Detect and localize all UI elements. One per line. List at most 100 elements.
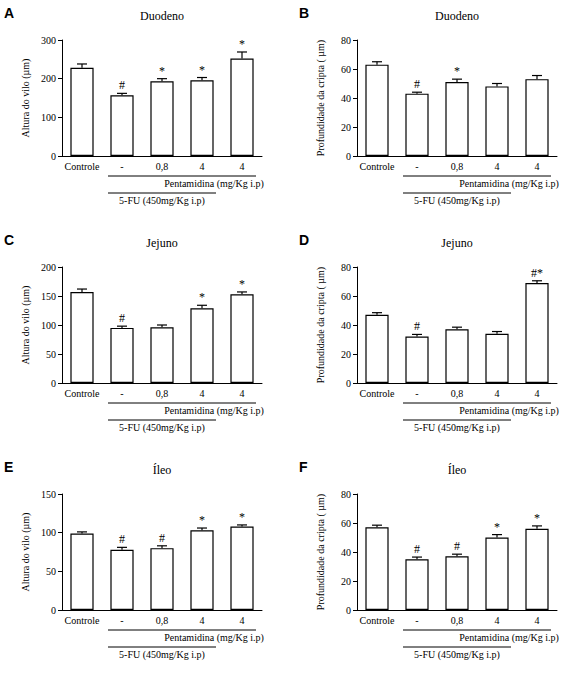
svg-text:4: 4 xyxy=(240,615,245,626)
svg-text:5-FU (450mg/Kg i.p): 5-FU (450mg/Kg i.p) xyxy=(414,649,500,661)
svg-text:4: 4 xyxy=(495,388,500,399)
svg-text:*: * xyxy=(239,510,245,524)
svg-text:4: 4 xyxy=(495,615,500,626)
svg-text:E: E xyxy=(4,459,13,475)
svg-text:80: 80 xyxy=(341,489,351,500)
svg-text:Controle: Controle xyxy=(65,388,101,399)
svg-text:*: * xyxy=(494,520,500,534)
svg-text:Duodeno: Duodeno xyxy=(435,9,479,23)
svg-text:80: 80 xyxy=(341,35,351,46)
svg-text:0,8: 0,8 xyxy=(451,161,464,172)
svg-text:40: 40 xyxy=(341,93,351,104)
svg-text:Altura do vilo (µm): Altura do vilo (µm) xyxy=(20,59,32,138)
svg-text:Pentamidina (mg/Kg i.p): Pentamidina (mg/Kg i.p) xyxy=(459,405,559,417)
svg-text:#: # xyxy=(119,78,125,92)
svg-text:#: # xyxy=(454,539,460,553)
svg-text:4: 4 xyxy=(240,388,245,399)
svg-text:#*: #* xyxy=(531,266,543,280)
svg-text:#: # xyxy=(119,311,125,325)
svg-text:20: 20 xyxy=(341,349,351,360)
svg-text:Profundidade da cripta ( µm): Profundidade da cripta ( µm) xyxy=(315,40,327,156)
svg-text:D: D xyxy=(299,232,309,248)
svg-text:40: 40 xyxy=(341,320,351,331)
svg-text:150: 150 xyxy=(41,489,56,500)
svg-text:Altura do vilo (µm): Altura do vilo (µm) xyxy=(20,513,32,592)
svg-text:4: 4 xyxy=(535,388,540,399)
svg-text:5-FU (450mg/Kg i.p): 5-FU (450mg/Kg i.p) xyxy=(414,195,500,207)
svg-text:*: * xyxy=(199,63,205,77)
svg-text:*: * xyxy=(199,513,205,527)
svg-text:*: * xyxy=(534,511,540,525)
svg-text:60: 60 xyxy=(341,518,351,529)
svg-text:0: 0 xyxy=(51,605,56,616)
svg-text:#: # xyxy=(414,77,420,91)
svg-text:Pentamidina (mg/Kg i.p): Pentamidina (mg/Kg i.p) xyxy=(164,632,264,644)
svg-text:200: 200 xyxy=(41,73,56,84)
svg-text:*: * xyxy=(239,37,245,51)
svg-text:4: 4 xyxy=(200,615,205,626)
svg-text:*: * xyxy=(239,277,245,291)
svg-text:80: 80 xyxy=(341,262,351,273)
svg-text:300: 300 xyxy=(41,35,56,46)
svg-text:5-FU (450mg/Kg i.p): 5-FU (450mg/Kg i.p) xyxy=(119,649,205,661)
svg-text:F: F xyxy=(299,459,308,475)
svg-text:100: 100 xyxy=(41,320,56,331)
svg-text:Jejuno: Jejuno xyxy=(146,236,177,250)
svg-text:-: - xyxy=(120,388,123,399)
svg-text:0: 0 xyxy=(51,151,56,162)
svg-text:50: 50 xyxy=(46,349,56,360)
svg-text:100: 100 xyxy=(41,112,56,123)
svg-text:-: - xyxy=(415,161,418,172)
svg-text:Controle: Controle xyxy=(360,615,396,626)
svg-text:0: 0 xyxy=(346,605,351,616)
svg-text:4: 4 xyxy=(240,161,245,172)
svg-text:Jejuno: Jejuno xyxy=(441,236,472,250)
svg-text:Pentamidina (mg/Kg i.p): Pentamidina (mg/Kg i.p) xyxy=(459,178,559,190)
svg-text:Pentamidina (mg/Kg i.p): Pentamidina (mg/Kg i.p) xyxy=(459,632,559,644)
svg-text:200: 200 xyxy=(41,262,56,273)
svg-text:0,8: 0,8 xyxy=(156,161,169,172)
svg-text:0: 0 xyxy=(346,151,351,162)
svg-text:#: # xyxy=(414,542,420,556)
svg-text:50: 50 xyxy=(46,566,56,577)
svg-text:5-FU (450mg/Kg i.p): 5-FU (450mg/Kg i.p) xyxy=(119,422,205,434)
svg-text:-: - xyxy=(415,388,418,399)
svg-text:#: # xyxy=(414,319,420,333)
svg-text:A: A xyxy=(4,5,14,21)
svg-text:60: 60 xyxy=(341,64,351,75)
svg-text:#: # xyxy=(119,532,125,546)
svg-text:*: * xyxy=(159,64,165,78)
svg-text:C: C xyxy=(4,232,14,248)
svg-text:*: * xyxy=(199,290,205,304)
svg-text:*: * xyxy=(454,64,460,78)
svg-text:-: - xyxy=(120,615,123,626)
svg-text:Controle: Controle xyxy=(360,388,396,399)
svg-text:0,8: 0,8 xyxy=(451,615,464,626)
svg-text:Duodeno: Duodeno xyxy=(140,9,184,23)
svg-text:Controle: Controle xyxy=(65,161,101,172)
svg-text:0,8: 0,8 xyxy=(156,615,169,626)
svg-text:Profundidade da cripta ( µm): Profundidade da cripta ( µm) xyxy=(315,494,327,610)
svg-text:-: - xyxy=(415,615,418,626)
svg-text:5-FU (450mg/Kg i.p): 5-FU (450mg/Kg i.p) xyxy=(414,422,500,434)
svg-text:4: 4 xyxy=(200,388,205,399)
svg-text:B: B xyxy=(299,5,309,21)
svg-text:Controle: Controle xyxy=(360,161,396,172)
svg-text:Pentamidina (mg/Kg i.p): Pentamidina (mg/Kg i.p) xyxy=(164,405,264,417)
svg-text:4: 4 xyxy=(495,161,500,172)
svg-text:20: 20 xyxy=(341,576,351,587)
svg-text:20: 20 xyxy=(341,122,351,133)
svg-text:4: 4 xyxy=(200,161,205,172)
svg-text:4: 4 xyxy=(535,615,540,626)
svg-text:5-FU (450mg/Kg i.p): 5-FU (450mg/Kg i.p) xyxy=(119,195,205,207)
svg-text:Altura do vilo (µm): Altura do vilo (µm) xyxy=(20,286,32,365)
svg-text:Íleo: Íleo xyxy=(448,463,467,477)
svg-text:-: - xyxy=(120,161,123,172)
svg-text:Íleo: Íleo xyxy=(153,463,172,477)
svg-text:#: # xyxy=(159,531,165,545)
svg-text:100: 100 xyxy=(41,527,56,538)
svg-text:60: 60 xyxy=(341,291,351,302)
svg-text:Pentamidina (mg/Kg i.p): Pentamidina (mg/Kg i.p) xyxy=(164,178,264,190)
svg-text:Controle: Controle xyxy=(65,615,101,626)
svg-text:150: 150 xyxy=(41,291,56,302)
